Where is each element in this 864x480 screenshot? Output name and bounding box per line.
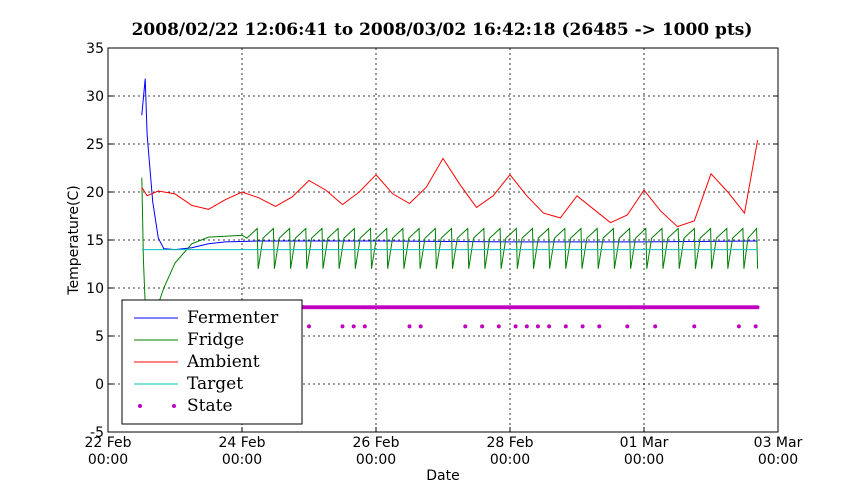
legend-swatch-state bbox=[172, 404, 176, 408]
ambient-series-line bbox=[141, 140, 759, 228]
y-axis-label: Temperature(C) bbox=[66, 185, 82, 295]
y-tick-label: -5 bbox=[90, 425, 104, 441]
y-tick-label: 35 bbox=[86, 41, 104, 57]
state-point bbox=[513, 324, 518, 329]
y-tick-label: 30 bbox=[86, 89, 104, 105]
x-tick-label: 00:00 bbox=[758, 452, 798, 468]
state-series-markers bbox=[256, 305, 760, 329]
x-tick-label: 00:00 bbox=[88, 452, 128, 468]
state-point bbox=[597, 324, 602, 329]
state-point bbox=[496, 324, 501, 329]
x-tick-label: 28 Feb bbox=[486, 435, 533, 451]
y-tick-label: 25 bbox=[86, 137, 104, 153]
state-point bbox=[307, 324, 311, 329]
chart-title: 2008/02/22 12:06:41 to 2008/03/02 16:42:… bbox=[132, 20, 753, 40]
legend-label-state: State bbox=[187, 396, 233, 416]
state-point bbox=[535, 324, 540, 329]
state-point bbox=[524, 324, 529, 329]
state-point bbox=[407, 324, 412, 329]
x-tick-label: 00:00 bbox=[624, 452, 664, 468]
state-point bbox=[755, 305, 760, 310]
state-point bbox=[653, 324, 658, 329]
state-point bbox=[692, 324, 697, 329]
state-point bbox=[753, 324, 758, 329]
x-tick-label: 00:00 bbox=[490, 452, 530, 468]
x-tick-label: 00:00 bbox=[222, 452, 262, 468]
plot-area bbox=[141, 78, 760, 337]
x-tick-label: 22 Feb bbox=[84, 435, 131, 451]
state-point bbox=[362, 324, 367, 329]
legend-label-fridge: Fridge bbox=[187, 330, 244, 350]
state-point bbox=[351, 324, 356, 329]
y-tick-label: 10 bbox=[86, 281, 104, 297]
y-tick-label: 15 bbox=[86, 233, 104, 249]
legend-swatch-state bbox=[138, 404, 142, 408]
state-point bbox=[580, 324, 585, 329]
state-point bbox=[480, 324, 485, 329]
state-point bbox=[563, 324, 568, 329]
y-tick-label: 0 bbox=[95, 377, 104, 393]
state-point bbox=[340, 324, 345, 329]
state-point bbox=[736, 324, 741, 329]
state-point bbox=[547, 324, 552, 329]
state-point bbox=[625, 324, 630, 329]
y-tick-label: 20 bbox=[86, 185, 104, 201]
x-tick-label: 24 Feb bbox=[218, 435, 265, 451]
fridge-series-line bbox=[141, 177, 759, 337]
fermenter-series-line bbox=[141, 78, 758, 251]
x-tick-label: 01 Mar bbox=[620, 435, 669, 451]
legend-label-ambient: Ambient bbox=[186, 352, 260, 372]
x-tick-label: 26 Feb bbox=[352, 435, 399, 451]
x-axis-label: Date bbox=[426, 468, 459, 480]
x-tick-label: 03 Mar bbox=[754, 435, 803, 451]
legend-label-target: Target bbox=[187, 374, 243, 394]
state-point bbox=[418, 324, 423, 329]
x-tick-label: 00:00 bbox=[356, 452, 396, 468]
state-point bbox=[463, 324, 468, 329]
legend-label-fermenter: Fermenter bbox=[187, 308, 279, 328]
y-tick-label: 5 bbox=[95, 329, 104, 345]
